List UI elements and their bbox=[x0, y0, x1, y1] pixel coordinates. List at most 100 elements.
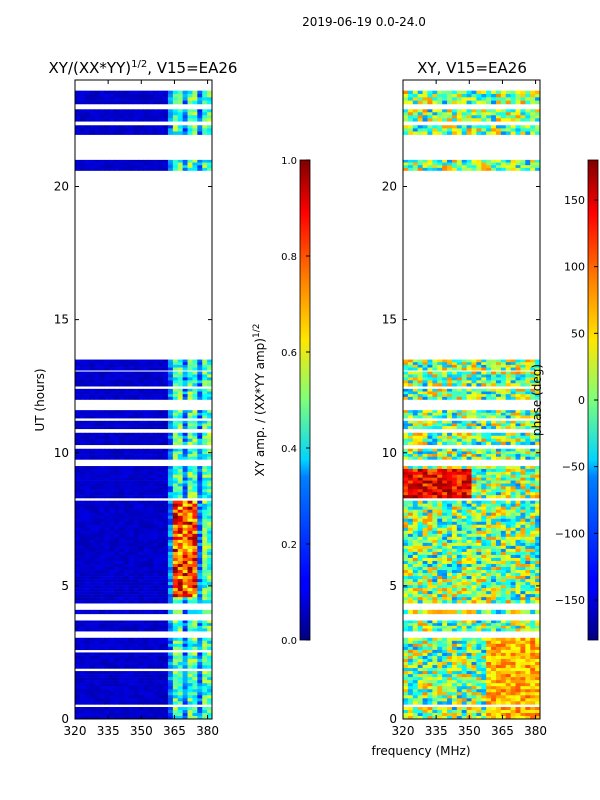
heatmap-cell bbox=[153, 579, 159, 583]
heatmap-cell bbox=[456, 518, 463, 523]
heatmap-cell bbox=[207, 377, 213, 381]
heatmap-cell bbox=[495, 609, 502, 615]
heatmap-cell bbox=[451, 527, 458, 532]
heatmap-cell bbox=[525, 683, 531, 687]
heatmap-cell bbox=[466, 570, 472, 574]
heatmap-cell bbox=[89, 637, 95, 642]
heatmap-cell bbox=[197, 594, 203, 598]
heatmap-cell bbox=[530, 551, 536, 556]
heatmap-cell bbox=[128, 637, 135, 642]
heatmap-cell bbox=[133, 454, 139, 458]
heatmap-cell bbox=[437, 646, 443, 651]
heatmap-cell bbox=[202, 620, 208, 624]
heatmap-cell bbox=[177, 536, 184, 541]
heatmap-cell bbox=[187, 468, 193, 473]
heatmap-cell bbox=[520, 503, 526, 507]
heatmap-cell bbox=[128, 512, 135, 517]
heatmap-cell bbox=[89, 503, 95, 507]
heatmap-cell bbox=[119, 128, 125, 132]
heatmap-cell bbox=[133, 410, 139, 414]
heatmap-cell bbox=[75, 686, 81, 690]
heatmap-cell bbox=[79, 692, 86, 696]
heatmap-cell bbox=[119, 662, 125, 666]
heatmap-cell bbox=[471, 554, 477, 559]
heatmap-cell bbox=[158, 167, 164, 171]
heatmap-cell bbox=[153, 112, 159, 116]
heatmap-cell bbox=[515, 515, 521, 520]
heatmap-cell bbox=[192, 655, 198, 660]
heatmap-cell bbox=[192, 524, 198, 529]
heatmap-cell bbox=[520, 652, 526, 657]
heatmap-cell bbox=[133, 394, 139, 398]
heatmap-cell bbox=[412, 512, 419, 517]
heatmap-cell bbox=[466, 500, 472, 504]
heatmap-cell bbox=[202, 128, 208, 132]
heatmap-cell bbox=[163, 640, 169, 645]
heatmap-cell bbox=[84, 362, 91, 366]
heatmap-cell bbox=[412, 640, 419, 645]
heatmap-cell bbox=[427, 576, 433, 580]
heatmap-cell bbox=[182, 394, 188, 398]
heatmap-cell bbox=[432, 503, 438, 507]
heatmap-cell bbox=[153, 509, 159, 514]
heatmap-cell bbox=[172, 483, 179, 487]
heatmap-cell bbox=[89, 118, 95, 122]
heatmap-cell bbox=[79, 701, 86, 705]
heatmap-cell bbox=[143, 118, 149, 122]
heatmap-cell bbox=[79, 563, 86, 568]
heatmap-cell bbox=[182, 118, 188, 122]
heatmap-cell bbox=[525, 609, 531, 615]
heatmap-cell bbox=[520, 585, 526, 589]
heatmap-cell bbox=[207, 466, 213, 470]
heatmap-cell bbox=[177, 662, 184, 666]
heatmap-cell bbox=[84, 620, 91, 624]
heatmap-cell bbox=[128, 530, 135, 535]
heatmap-cell bbox=[207, 394, 213, 398]
heatmap-cell bbox=[158, 468, 164, 473]
heatmap-cell bbox=[79, 359, 86, 363]
heatmap-cell bbox=[491, 662, 497, 666]
heatmap-cell bbox=[148, 576, 154, 580]
heatmap-cell bbox=[207, 695, 213, 699]
heatmap-cell bbox=[197, 396, 203, 400]
heatmap-cell bbox=[491, 573, 497, 577]
heatmap-cell bbox=[407, 542, 414, 547]
heatmap-cell bbox=[427, 643, 433, 648]
heatmap-cell bbox=[148, 441, 154, 446]
heatmap-cell bbox=[153, 588, 159, 592]
heatmap-cell bbox=[177, 573, 184, 577]
heatmap-cell bbox=[417, 674, 423, 678]
heatmap-cell bbox=[75, 468, 81, 473]
heatmap-cell bbox=[128, 628, 135, 632]
heatmap-cell bbox=[163, 597, 169, 601]
heatmap-cell bbox=[437, 515, 443, 520]
heatmap-cell bbox=[158, 623, 164, 627]
heatmap-cell bbox=[207, 716, 213, 720]
heatmap-cell bbox=[432, 623, 438, 627]
heatmap-cell bbox=[202, 551, 208, 556]
heatmap-cell bbox=[89, 371, 95, 375]
heatmap-cell bbox=[197, 118, 203, 122]
heatmap-cell bbox=[128, 448, 135, 452]
heatmap-cell bbox=[530, 620, 536, 624]
heatmap-cell bbox=[114, 495, 120, 499]
heatmap-cell bbox=[530, 683, 536, 687]
heatmap-cell bbox=[128, 125, 135, 129]
heatmap-cell bbox=[148, 359, 154, 363]
heatmap-cell bbox=[182, 707, 188, 711]
heatmap-cell bbox=[143, 560, 149, 565]
heatmap-cell bbox=[158, 620, 164, 624]
heatmap-cell bbox=[535, 680, 541, 684]
heatmap-cell bbox=[442, 548, 448, 553]
heatmap-cell bbox=[133, 585, 139, 589]
heatmap-cell bbox=[197, 588, 203, 592]
heatmap-cell bbox=[500, 582, 507, 586]
heatmap-cell bbox=[486, 585, 492, 589]
heatmap-cell bbox=[481, 695, 487, 699]
heatmap-cell bbox=[432, 646, 438, 651]
heatmap-cell bbox=[143, 533, 149, 538]
heatmap-cell bbox=[114, 412, 120, 416]
heatmap-cell bbox=[432, 625, 438, 629]
heatmap-cell bbox=[109, 93, 115, 98]
heatmap-cell bbox=[119, 371, 125, 375]
